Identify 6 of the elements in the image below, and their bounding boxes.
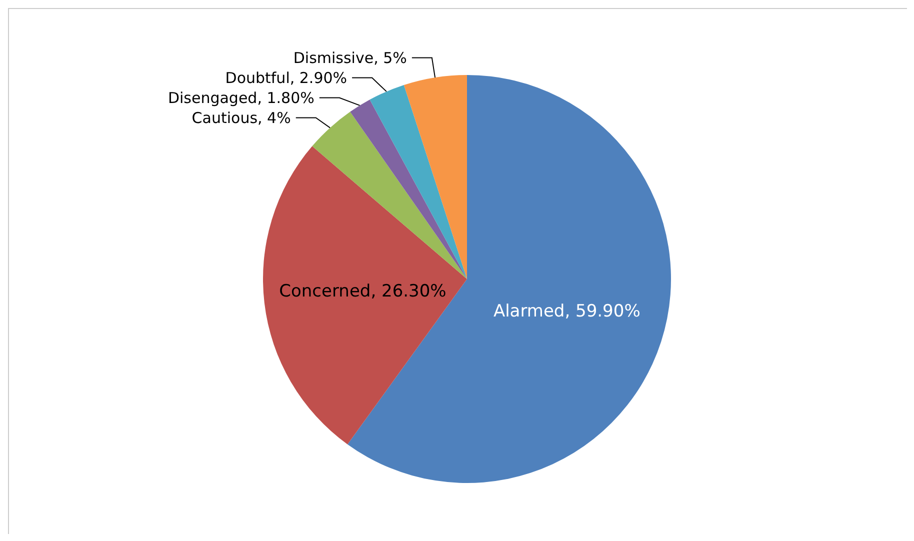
slice-label: Doubtful, 2.90% bbox=[225, 68, 348, 87]
slice-label: Concerned, 26.30% bbox=[279, 281, 446, 302]
slice-label: Dismissive, 5% bbox=[293, 48, 407, 67]
slice-label: Alarmed, 59.90% bbox=[493, 301, 640, 322]
slice-label: Cautious, 4% bbox=[192, 108, 291, 127]
slice-label: Disengaged, 1.80% bbox=[168, 88, 314, 107]
